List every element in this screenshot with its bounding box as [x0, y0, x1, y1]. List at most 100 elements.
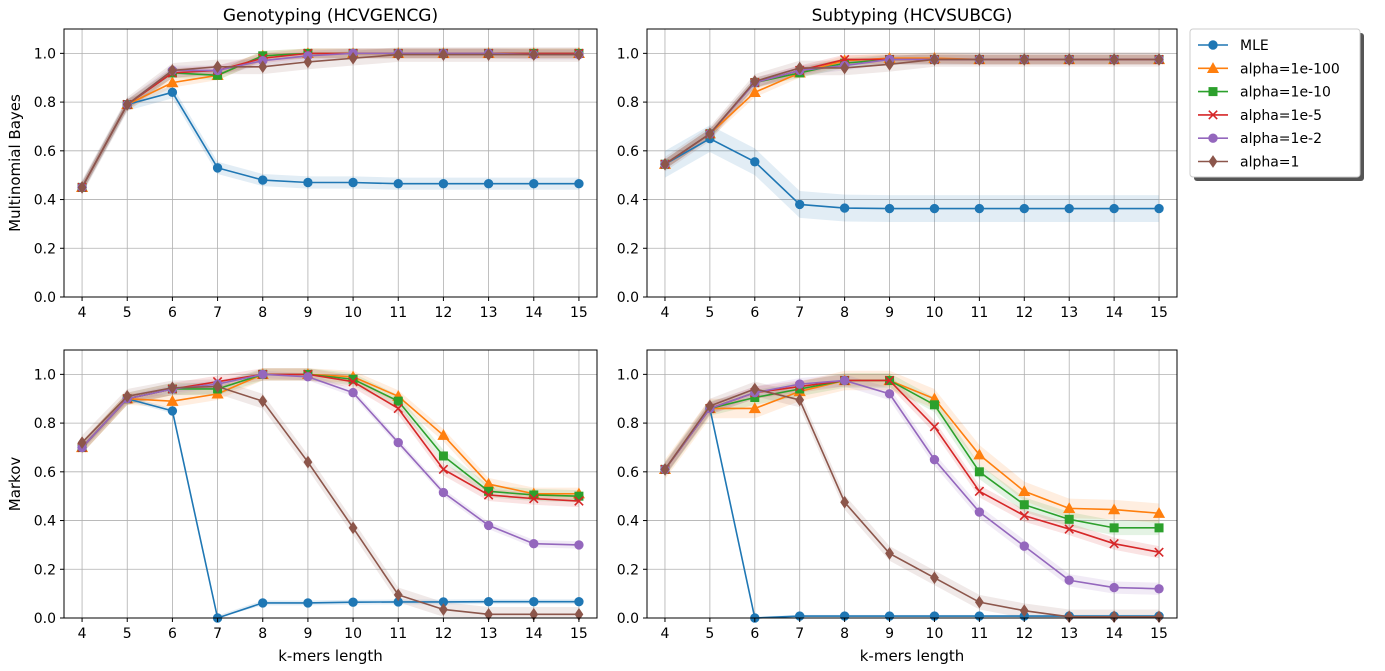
y-tick-label: 0.0: [34, 611, 56, 627]
data-point-alpha-1: [750, 382, 760, 396]
x-tick-label: 15: [1150, 626, 1168, 642]
x-tick-label: 9: [885, 305, 894, 321]
x-tick-label: 6: [168, 305, 177, 321]
band-mle: [82, 396, 579, 618]
x-tick-label: 11: [389, 305, 407, 321]
legend-entry-mle: MLE: [1198, 38, 1269, 54]
legend-marker-alpha-1e-100: [1206, 62, 1220, 73]
legend-marker-alpha-1: [1208, 155, 1218, 168]
x-tick-label: 12: [435, 626, 453, 642]
data-point-alpha-1e-100: [748, 402, 761, 414]
data-point-alpha-1e-5: [929, 421, 940, 432]
series-line-alpha-1e-5: [81, 52, 579, 188]
data-point-alpha-1e-10: [1154, 523, 1164, 533]
x-tick-label: 13: [1060, 305, 1078, 321]
data-point-mle: [483, 179, 494, 189]
data-point-alpha-1e-2: [974, 507, 985, 517]
x-tick-label: 7: [795, 305, 804, 321]
chart-title: Genotyping (HCVGENCG): [223, 6, 438, 26]
data-point-alpha-1: [795, 61, 805, 75]
y-tick-label: 0.4: [617, 514, 639, 530]
data-point-alpha-1: [1064, 610, 1074, 624]
y-tick-label: 0.0: [34, 290, 56, 306]
data-point-alpha-1e-100: [1018, 485, 1031, 496]
chart-panel-1: 4 5 6 7 8 9 10 11 12 13 14 15 0.0 0.2 0.4 0.6 0.8 1.0 Geno…: [6, 6, 598, 321]
chart-panel-3: 4 5 6 7 8 9 10 11 12 13 14 15 0.0 0.2 0.4 0.6 0.8 1.0 k-me…: [6, 349, 598, 665]
x-tick-label: 7: [213, 305, 222, 321]
data-point-alpha-1e-2: [483, 520, 494, 531]
legend-marker-alpha-1e-2: [1208, 133, 1218, 143]
data-point-alpha-1: [1064, 53, 1074, 66]
x-tick-label: 13: [480, 626, 498, 642]
data-point-alpha-1e-10: [1019, 500, 1029, 510]
data-point-alpha-1e-5: [1019, 510, 1030, 521]
x-axis-label: k-mers length: [860, 647, 965, 665]
x-tick-label: 10: [926, 626, 944, 642]
chart-title: Subtyping (HCVSUBCG): [812, 6, 1013, 26]
y-tick-label: 0.4: [34, 514, 56, 530]
series-alpha-1: [660, 53, 1164, 171]
band-mle: [664, 125, 1160, 222]
data-point-mle: [167, 406, 178, 416]
x-tick-label: 8: [258, 626, 267, 642]
data-point-alpha-1e-2: [839, 375, 850, 386]
data-point-mle: [438, 179, 449, 189]
x-tick-label: 15: [1150, 305, 1168, 321]
legend: MLE alpha=1e-100 alpha=1e-10 alpha=1e-5 alph…: [1189, 28, 1364, 181]
data-point-mle: [574, 596, 584, 607]
data-point-mle: [483, 596, 494, 607]
data-point-alpha-1e-10: [1109, 523, 1119, 533]
data-point-alpha-1e-2: [529, 538, 539, 549]
series-line-alpha-1: [664, 388, 1160, 618]
series-line-mle: [664, 137, 1160, 210]
data-point-alpha-1e-10: [393, 396, 403, 406]
data-point-alpha-1e-100: [1152, 507, 1166, 518]
data-point-alpha-1e-5: [438, 464, 449, 475]
legend-label: alpha=1e-10: [1240, 85, 1331, 101]
data-point-alpha-1: [348, 51, 358, 65]
band-alpha-1e-100: [664, 53, 1160, 170]
series-line-alpha-1e-100: [81, 373, 579, 495]
series-line-alpha-1e-2: [81, 373, 579, 546]
data-point-alpha-1e-2: [1154, 584, 1164, 594]
band-alpha-1e-2: [82, 48, 579, 193]
x-tick-label: 9: [303, 626, 312, 642]
data-point-alpha-1: [660, 463, 670, 476]
legend-entry-alpha-1e-10: alpha=1e-10: [1198, 85, 1331, 101]
data-point-alpha-1: [1154, 53, 1164, 66]
x-tick-label: 10: [344, 626, 362, 642]
data-point-alpha-1: [167, 381, 177, 395]
data-point-mle: [574, 179, 584, 189]
plot-frame: [63, 349, 598, 619]
x-tick-label: 8: [840, 305, 849, 321]
data-point-alpha-1: [1019, 53, 1029, 66]
data-point-alpha-1e-5: [393, 403, 404, 414]
data-point-alpha-1e-2: [1064, 575, 1074, 585]
y-tick-label: 0.2: [34, 241, 56, 257]
chart-panel-4: 4 5 6 7 8 9 10 11 12 13 14 15 0.0 0.2 0.4 0.6 0.8 1.0 k-me…: [617, 349, 1178, 665]
x-tick-label: 9: [885, 626, 894, 642]
data-point-alpha-1e-5: [884, 375, 895, 386]
x-tick-label: 5: [705, 626, 714, 642]
series-line-alpha-1: [81, 385, 579, 616]
data-point-mle: [212, 163, 223, 173]
data-point-alpha-1e-2: [438, 487, 449, 498]
data-point-alpha-1: [77, 180, 87, 194]
data-point-mle: [974, 203, 985, 214]
x-tick-label: 5: [123, 305, 132, 321]
plot-frame: [63, 28, 598, 298]
y-axis-label: Markov: [6, 457, 24, 512]
data-point-alpha-1: [1154, 610, 1164, 624]
x-tick-label: 7: [213, 626, 222, 642]
data-point-alpha-1e-2: [1109, 582, 1119, 593]
y-tick-label: 1.0: [617, 46, 639, 62]
series-line-alpha-1: [664, 58, 1160, 165]
data-point-mle: [303, 177, 313, 188]
band-alpha-1e-100: [82, 48, 579, 193]
data-point-alpha-1e-2: [393, 437, 403, 448]
plot-frame: [646, 28, 1178, 298]
data-point-mle: [348, 177, 358, 188]
x-tick-label: 6: [750, 305, 759, 321]
series-alpha-1: [660, 382, 1164, 624]
data-point-alpha-1e-100: [166, 394, 179, 406]
